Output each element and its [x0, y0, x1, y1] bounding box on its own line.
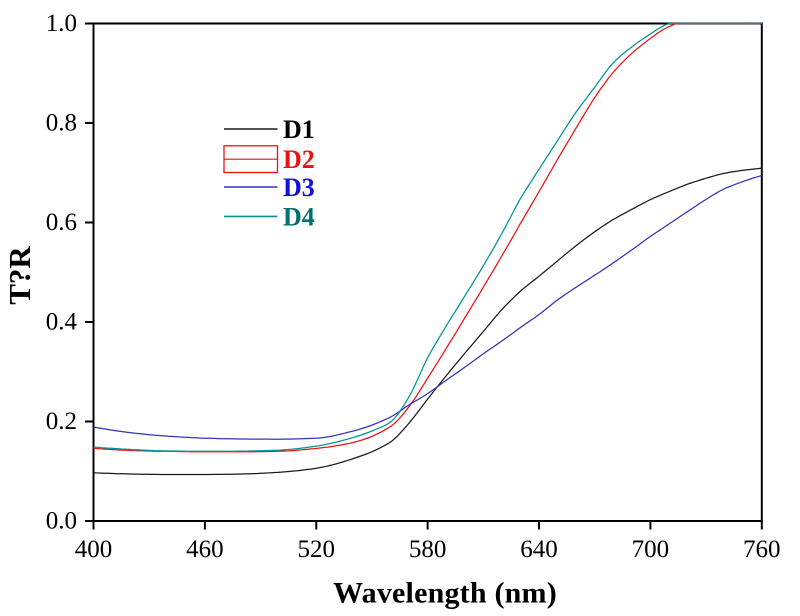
- svg-text:D4: D4: [283, 203, 315, 232]
- svg-text:760: 760: [743, 536, 781, 563]
- svg-text:0.2: 0.2: [46, 408, 77, 435]
- svg-text:T?R: T?R: [2, 246, 37, 305]
- svg-text:460: 460: [186, 536, 224, 563]
- svg-text:0.4: 0.4: [46, 309, 78, 336]
- svg-text:1.0: 1.0: [46, 10, 77, 37]
- svg-text:640: 640: [520, 536, 558, 563]
- svg-text:700: 700: [632, 536, 670, 563]
- svg-text:0.8: 0.8: [46, 110, 77, 137]
- svg-text:0.0: 0.0: [46, 508, 77, 535]
- svg-text:520: 520: [298, 536, 336, 563]
- svg-text:D1: D1: [283, 115, 315, 144]
- svg-text:Wavelength (nm): Wavelength (nm): [333, 577, 557, 610]
- svg-text:400: 400: [75, 536, 113, 563]
- svg-text:0.6: 0.6: [46, 209, 77, 236]
- svg-text:580: 580: [409, 536, 447, 563]
- svg-text:D3: D3: [283, 173, 315, 202]
- svg-text:D2: D2: [283, 145, 315, 174]
